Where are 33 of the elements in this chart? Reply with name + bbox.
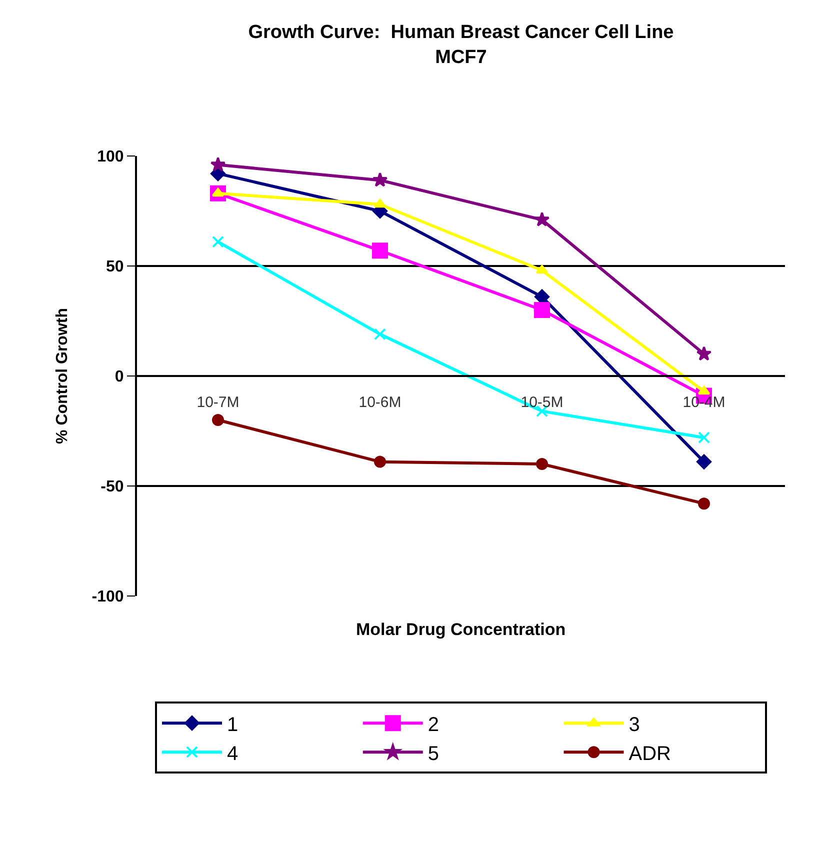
legend-label: 1: [227, 714, 238, 736]
y-tick-label: -50: [100, 478, 124, 496]
y-axis-title: % Control Growth: [54, 308, 72, 444]
point: [534, 302, 550, 318]
point: [374, 198, 386, 208]
legend-label: 5: [428, 742, 440, 765]
y-tick-label: -100: [92, 588, 124, 606]
point: [210, 156, 226, 172]
point: [698, 498, 710, 510]
point: [372, 242, 388, 259]
point: [696, 346, 712, 361]
legend-label: 2: [428, 714, 440, 736]
point: [536, 458, 548, 470]
point: [696, 454, 712, 470]
chart-title: Growth Curve: Human Breast Cancer Cell Line MCF7: [248, 22, 674, 68]
y-tick-label: 50: [106, 258, 124, 276]
point: [212, 414, 224, 426]
x-axis-title: Molar Drug Concentration: [356, 620, 566, 639]
point: [536, 264, 548, 274]
x-tick-label: 10-7M: [196, 394, 240, 411]
point: [698, 432, 710, 444]
y-tick-label: 100: [97, 148, 124, 166]
point: [372, 172, 388, 187]
x-tick-label: 10-4M: [682, 394, 726, 411]
legend-label: 3: [628, 714, 640, 736]
point: [212, 236, 224, 248]
x-tick-label: 10-6M: [358, 394, 402, 411]
point: [534, 212, 550, 226]
legend-label: ADR: [628, 742, 671, 765]
legend-label: 4: [227, 742, 238, 765]
y-tick-label: 0: [114, 368, 124, 386]
point: [374, 328, 386, 340]
point: [374, 456, 386, 468]
